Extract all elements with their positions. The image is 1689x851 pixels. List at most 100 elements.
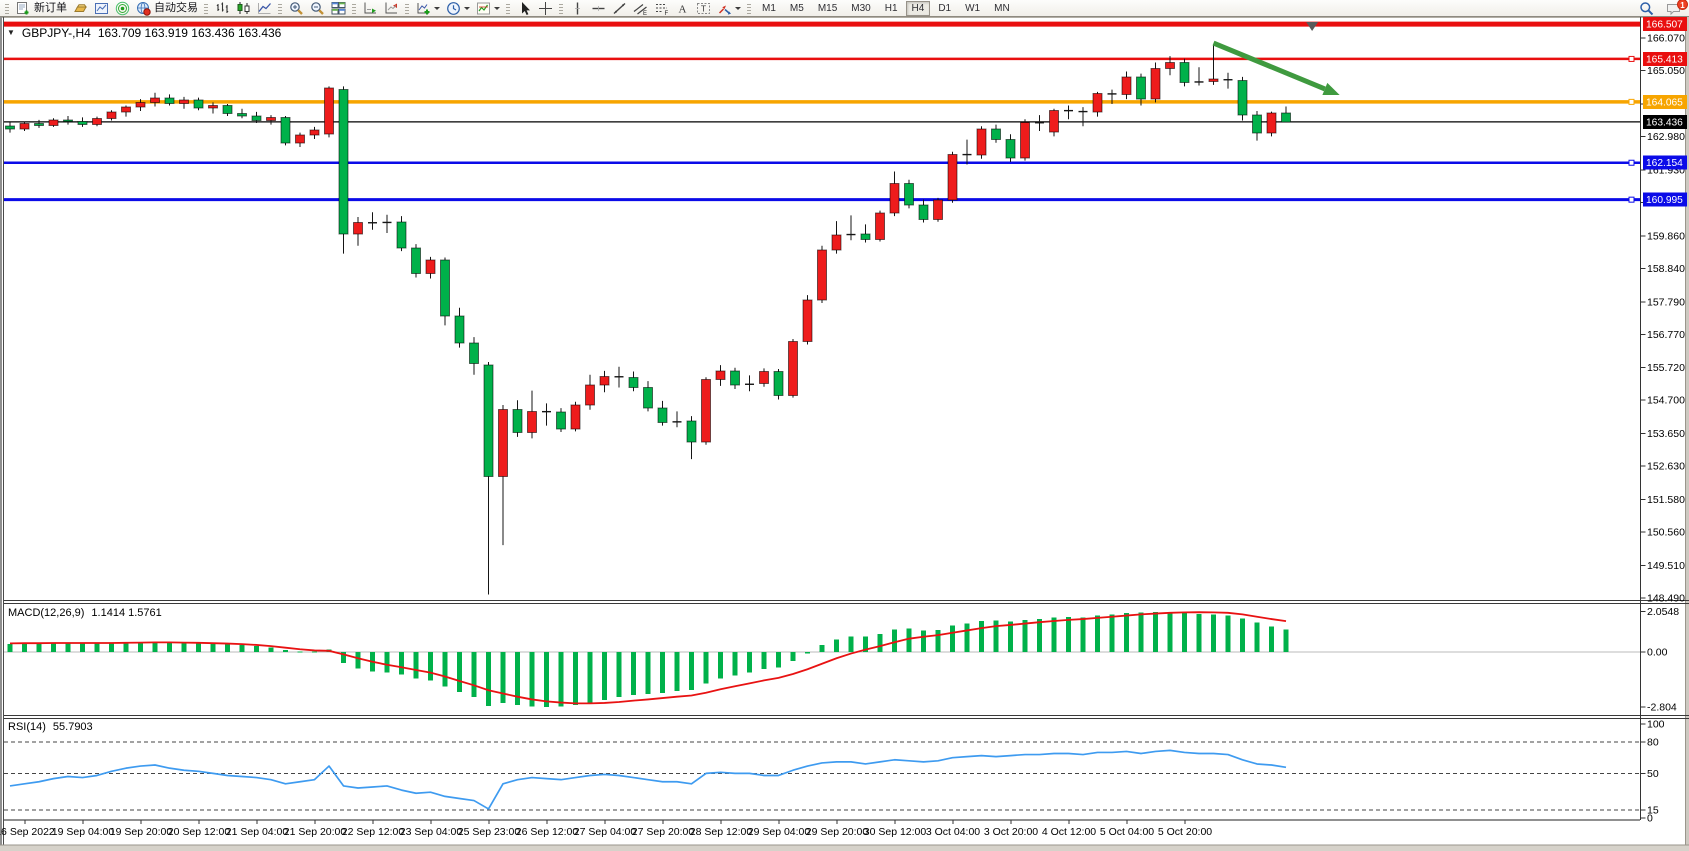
- timeframe-h4-button[interactable]: H4: [905, 0, 931, 16]
- fibonacci-button[interactable]: F: [652, 1, 671, 16]
- macd-bar: [892, 629, 897, 652]
- toolbar-grip[interactable]: [352, 2, 356, 14]
- new-order-button[interactable]: 新订单: [14, 1, 69, 16]
- timeframe-m1-button[interactable]: M1: [762, 2, 776, 14]
- zoom-out-button[interactable]: [308, 1, 327, 16]
- cursor-button[interactable]: [515, 1, 534, 16]
- date-label: 27 Sep 04:00: [574, 826, 637, 838]
- macd-bar: [573, 652, 578, 705]
- date-label: 27 Sep 20:00: [632, 826, 695, 838]
- price-line-label: 163.436: [1646, 117, 1683, 128]
- text-label-button[interactable]: T: [694, 1, 713, 16]
- templates-button[interactable]: [474, 1, 502, 16]
- auto-scroll-button[interactable]: [361, 1, 380, 16]
- candle-body: [498, 409, 508, 478]
- vertical-line-button[interactable]: [568, 1, 587, 16]
- timeframe-m5-button[interactable]: M5: [789, 2, 804, 14]
- text-button[interactable]: A: [673, 1, 692, 16]
- equidistant-channel-button[interactable]: E: [631, 1, 650, 16]
- candle-body: [1049, 109, 1059, 133]
- price-line-label-box: [1643, 155, 1687, 170]
- toolbar-grip[interactable]: [5, 2, 9, 14]
- toolbar-grip[interactable]: [747, 2, 751, 14]
- price-line-label: 164.065: [1646, 97, 1683, 108]
- timeframe-m30-button[interactable]: M30: [851, 2, 871, 14]
- bar-chart-button[interactable]: [213, 1, 232, 16]
- cursor-icon: [522, 1, 530, 15]
- price-line-label: 165.413: [1646, 54, 1683, 65]
- timeframe-m15-button[interactable]: M15: [817, 2, 838, 14]
- tile-windows-button[interactable]: [329, 1, 348, 16]
- timeframe-d1-button[interactable]: D1: [938, 2, 952, 14]
- macd-signal-line: [9, 611, 1287, 705]
- macd-bar: [1080, 617, 1086, 652]
- indicators-button[interactable]: [414, 1, 442, 16]
- macd-bar: [1095, 615, 1100, 652]
- candle-body: [512, 409, 523, 434]
- candle-body: [730, 370, 740, 386]
- periods-dropdown[interactable]: [464, 6, 470, 10]
- chart-title: ▼ GBPJPY-,H4 163.709 163.919 163.436 163…: [7, 26, 281, 40]
- crosshair-button[interactable]: [536, 1, 555, 16]
- arrows-dropdown[interactable]: [735, 6, 741, 10]
- macd-bar: [1037, 619, 1042, 652]
- candle-body: [1266, 112, 1277, 134]
- hline-handle[interactable]: [1628, 159, 1635, 166]
- price-line-label-box: [1643, 51, 1687, 66]
- line-chart-button[interactable]: [255, 1, 274, 16]
- signals-icon: [115, 1, 130, 15]
- hline-handle[interactable]: [1628, 196, 1635, 203]
- candle-body: [222, 105, 233, 114]
- candle-body: [947, 153, 958, 201]
- search-button[interactable]: [1639, 1, 1654, 16]
- toolbar-grip[interactable]: [278, 2, 282, 14]
- hline-handle[interactable]: [1628, 98, 1635, 105]
- signals-button[interactable]: [113, 1, 132, 16]
- toolbar-grip[interactable]: [405, 2, 409, 14]
- rsi-scale-label: 0: [1647, 813, 1653, 825]
- templates-dropdown[interactable]: [494, 6, 500, 10]
- arrows-button[interactable]: [715, 1, 743, 16]
- candle-body: [817, 249, 827, 301]
- hline-handle[interactable]: [1628, 55, 1635, 62]
- pane-separators[interactable]: [4, 599, 1689, 821]
- macd-bar: [819, 645, 825, 652]
- macd-bar: [587, 652, 593, 703]
- timeframe-mn-button[interactable]: MN: [994, 2, 1010, 14]
- candle-body: [193, 99, 204, 109]
- periods-button[interactable]: [444, 1, 472, 16]
- timeframe-w1-button[interactable]: W1: [965, 2, 981, 14]
- date-label: 19 Sep 04:00: [52, 826, 115, 838]
- chat-button[interactable]: 1: [1666, 0, 1688, 16]
- zoom-in-button[interactable]: [287, 1, 306, 16]
- macd-bar: [428, 652, 433, 681]
- candle-body: [338, 89, 349, 235]
- candle-body: [309, 129, 320, 136]
- price-line-label: 160.995: [1646, 195, 1683, 206]
- candlestick-chart-button[interactable]: [234, 1, 253, 16]
- chart-window-button[interactable]: [92, 1, 111, 16]
- new-order-label: 新订单: [34, 1, 67, 14]
- horizontal-line-button[interactable]: [589, 1, 608, 16]
- macd-bar: [732, 652, 738, 676]
- chart-shift-marker[interactable]: [1306, 22, 1319, 31]
- auto-trading-button[interactable]: 自动交易: [134, 1, 200, 16]
- timeframe-h1-button[interactable]: H1: [884, 2, 898, 14]
- tile-windows-icon: [331, 1, 346, 14]
- indicators-dropdown[interactable]: [434, 6, 440, 10]
- chart-collapse-icon[interactable]: ▼: [7, 28, 15, 37]
- macd-bar: [790, 652, 796, 661]
- trendline-button[interactable]: [610, 1, 629, 16]
- chart-shift-button[interactable]: [382, 1, 401, 16]
- toolbar-grip[interactable]: [506, 2, 510, 14]
- toolbar-grip[interactable]: [559, 2, 563, 14]
- toolbar-grip[interactable]: [204, 2, 208, 14]
- market-watch-button[interactable]: [71, 1, 90, 16]
- candle-body: [788, 340, 798, 396]
- trend-arrow-object[interactable]: [1212, 40, 1340, 96]
- macd-bar: [80, 642, 85, 652]
- price-line-label: 162.154: [1646, 158, 1683, 169]
- rsi-value: 55.7903: [52, 721, 93, 733]
- macd-bar: [761, 652, 767, 670]
- macd-bar: [22, 643, 27, 652]
